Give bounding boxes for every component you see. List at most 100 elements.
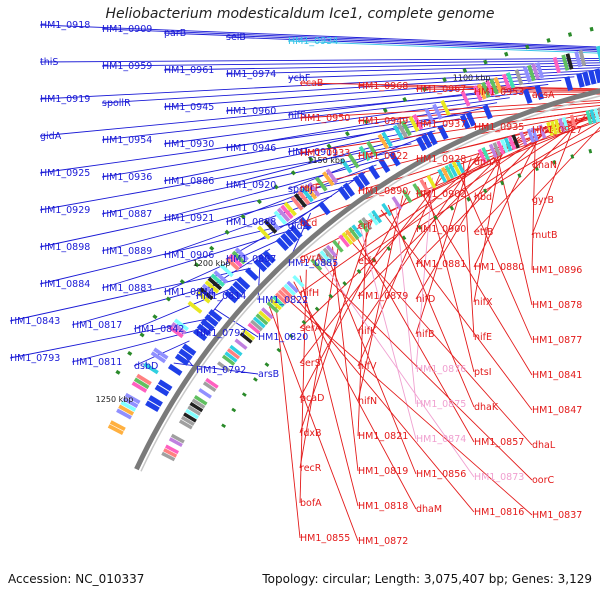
gene-label[interactable]: HM1_0817 — [72, 320, 122, 331]
gene-label[interactable]: HM1_0890 — [358, 186, 408, 197]
gene-label[interactable]: HM1_0950 — [300, 113, 350, 124]
gene-label[interactable]: dsbD — [134, 361, 158, 372]
gene-label[interactable]: HM1_0856 — [416, 469, 466, 480]
gene-label[interactable]: spollJ — [288, 184, 313, 195]
gene-label[interactable]: HM1_0883 — [102, 283, 152, 294]
gene-label[interactable]: nifN — [358, 396, 377, 407]
gene-label[interactable]: HM1_0814 — [196, 291, 246, 302]
gene-label[interactable]: nifB — [416, 329, 435, 340]
gene-label[interactable]: HM1_0961 — [164, 65, 214, 76]
gene-label[interactable]: spollR — [102, 98, 131, 109]
gene-label[interactable]: recR — [300, 463, 322, 474]
gene-label[interactable]: HM1_0959 — [102, 61, 152, 72]
gene-label[interactable]: HM1_0925 — [40, 168, 90, 179]
gene-label[interactable]: dnaA — [474, 157, 499, 168]
gene-label[interactable]: nifK — [358, 326, 377, 337]
gene-label[interactable]: HM1_0918 — [40, 20, 90, 31]
gene-label[interactable]: HM1_0888 — [226, 217, 276, 228]
gene-label[interactable]: HM1_0879 — [358, 291, 408, 302]
gene-label[interactable]: HM1_0875 — [416, 399, 466, 410]
gene-label[interactable]: HM1_0967 — [416, 84, 466, 95]
gene-label[interactable]: HM1_0821 — [358, 431, 408, 442]
gene-label[interactable]: oorC — [532, 475, 555, 486]
gene-label[interactable]: HM1_0878 — [532, 300, 582, 311]
gene-label[interactable]: HM1_0934 — [288, 36, 338, 47]
gene-label[interactable]: HM1_0911 — [288, 147, 338, 158]
gene-label[interactable]: nifD — [416, 294, 435, 305]
gene-label[interactable]: HM1_0811 — [72, 357, 122, 368]
gene-label[interactable]: HM1_0900 — [416, 224, 466, 235]
gene-label[interactable]: HM1_0921 — [164, 213, 214, 224]
gene-label[interactable]: HM1_0945 — [164, 102, 214, 113]
gene-label[interactable]: HM1_0922 — [358, 151, 408, 162]
gene-label[interactable]: ptsI — [474, 367, 492, 378]
gene-label[interactable]: crt — [358, 221, 371, 232]
gene-label[interactable]: dhaL — [532, 440, 556, 451]
gene-label[interactable]: HM1_0792 — [196, 365, 246, 376]
gene-label[interactable]: HM1_0927 — [532, 125, 582, 136]
gene-label[interactable]: HM1_0919 — [40, 94, 90, 105]
gene-label[interactable]: HM1_0898 — [40, 242, 90, 253]
gene-label[interactable]: HM1_0837 — [532, 510, 582, 521]
gene-label[interactable]: nifV — [358, 361, 377, 372]
gene-label[interactable]: HM1_0819 — [358, 466, 408, 477]
gene-label[interactable]: HM1_0797 — [196, 328, 246, 339]
gene-label[interactable]: HM1_0896 — [532, 265, 582, 276]
gene-label[interactable]: HM1_0855 — [300, 533, 350, 544]
gene-label[interactable]: HM1_0874 — [416, 434, 466, 445]
gene-label[interactable]: HM1_0822 — [258, 295, 308, 306]
gene-label[interactable]: mutB — [532, 230, 558, 241]
gene-label[interactable]: HM1_0842 — [134, 324, 184, 335]
gene-label[interactable]: recF — [300, 183, 320, 194]
gene-label[interactable]: selB — [226, 32, 246, 43]
gene-label[interactable]: HM1_0897 — [226, 254, 276, 265]
gene-label[interactable]: HM1_0933 — [300, 148, 350, 159]
gene-label[interactable]: HM1_0960 — [226, 106, 276, 117]
gene-label[interactable]: HM1_0953 — [474, 87, 524, 98]
gene-label[interactable]: HM1_0936 — [102, 172, 152, 183]
gene-label[interactable]: dnaN — [532, 160, 557, 171]
gene-label[interactable]: HM1_0887 — [102, 209, 152, 220]
gene-label[interactable]: gidA — [40, 131, 62, 142]
gene-label[interactable]: gyrB — [532, 195, 554, 206]
gene-label[interactable]: etfA — [358, 256, 378, 267]
gene-label[interactable]: HM1_0946 — [226, 143, 276, 154]
gene-label[interactable]: parB — [164, 28, 186, 39]
gene-label[interactable]: HM1_0880 — [474, 262, 524, 273]
gene-label[interactable]: HM1_0935 — [474, 122, 524, 133]
gene-label[interactable]: HM1_0877 — [532, 335, 582, 346]
gene-label[interactable]: HM1_0906 — [164, 250, 214, 261]
gene-label[interactable]: acsA — [532, 90, 555, 101]
gene-label[interactable]: gidB — [288, 221, 309, 232]
gene-label[interactable]: HM1_0876 — [416, 364, 466, 375]
gene-label[interactable]: HM1_0793 — [10, 353, 60, 364]
gene-label[interactable]: thiS — [40, 57, 58, 68]
gene-label[interactable]: bofA — [300, 498, 322, 509]
gene-label[interactable]: HM1_0847 — [532, 405, 582, 416]
gene-label[interactable]: serA — [300, 323, 322, 334]
gene-label[interactable]: bcd — [300, 218, 317, 229]
gene-label[interactable]: HM1_0902 — [416, 189, 466, 200]
gene-label[interactable]: pcaD — [300, 393, 324, 404]
gene-label[interactable]: HM1_0886 — [164, 176, 214, 187]
gene-label[interactable]: HM1_0909 — [102, 24, 152, 35]
gene-label[interactable]: ychF — [288, 73, 310, 84]
gene-label[interactable]: HM1_0889 — [102, 246, 152, 257]
gene-label[interactable]: HM1_0873 — [474, 472, 524, 483]
gene-label[interactable]: HM1_0816 — [474, 507, 524, 518]
gene-label[interactable]: dhaM — [416, 504, 442, 515]
gene-label[interactable]: HM1_0885 — [288, 258, 338, 269]
gene-label[interactable]: HM1_0974 — [226, 69, 276, 80]
gene-label[interactable]: HM1_0884 — [40, 279, 90, 290]
gene-label[interactable]: HM1_0841 — [532, 370, 582, 381]
gene-label[interactable]: HM1_0929 — [40, 205, 90, 216]
gene-label[interactable]: HM1_0881 — [416, 259, 466, 270]
gene-label[interactable]: HM1_0920 — [226, 180, 276, 191]
gene-label[interactable]: nifH — [300, 288, 319, 299]
gene-label[interactable]: fdxB — [300, 428, 322, 439]
gene-label[interactable]: hbd — [474, 192, 492, 203]
gene-label[interactable]: HM1_0968 — [358, 81, 408, 92]
gene-label[interactable]: HM1_0928 — [416, 154, 466, 165]
gene-label[interactable]: dhaK — [474, 402, 499, 413]
gene-label[interactable]: HM1_0930 — [164, 139, 214, 150]
